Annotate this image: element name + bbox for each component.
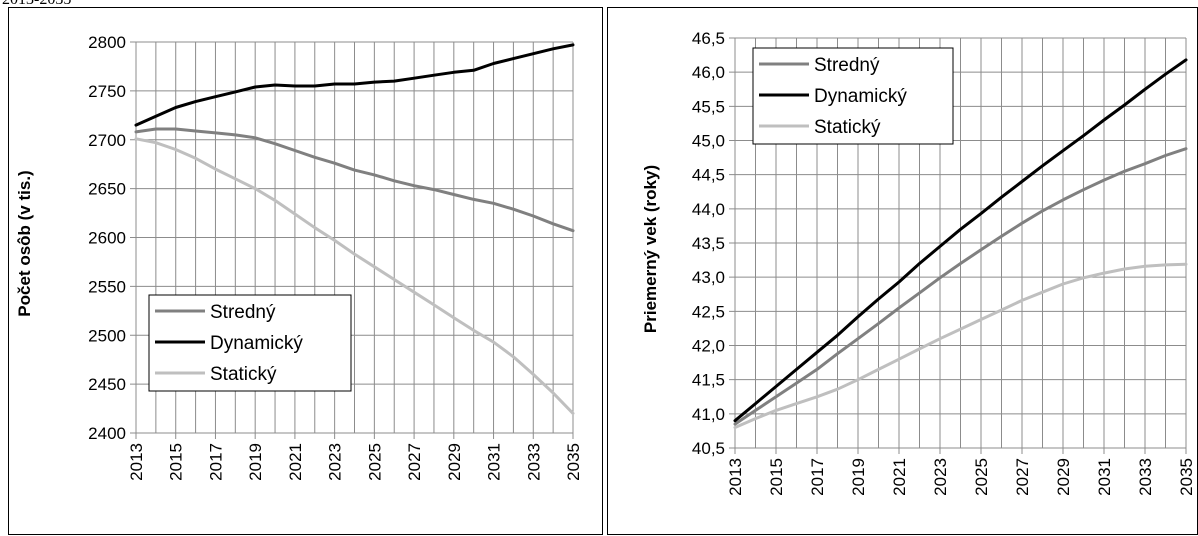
x-tick-label: 2031: [1095, 458, 1114, 496]
y-axis-title: Priemerný vek (roky): [641, 165, 660, 333]
x-tick-label: 2019: [849, 458, 868, 496]
x-tick-label: 2017: [808, 458, 827, 496]
x-tick-label: 2023: [326, 443, 345, 481]
y-tick-label: 2700: [88, 131, 126, 150]
x-tick-label: 2025: [365, 443, 384, 481]
legend: Stredný Dynamický Statický: [148, 294, 352, 392]
average-age-chart: 40,5 41,0 41,5 42,0 42,5 43,0 43,5 44,0 44,5 45,0…: [641, 29, 1196, 496]
y-tick-label: 42,0: [692, 337, 725, 356]
y-tick-label: 46,0: [692, 63, 725, 82]
x-tick-label: 2013: [726, 458, 745, 496]
x-tick-label: 2029: [445, 443, 464, 481]
y-tick-label: 2650: [88, 180, 126, 199]
x-tick-label: 2023: [931, 458, 950, 496]
x-tick-label: 2017: [206, 443, 225, 481]
y-tick-label: 2750: [88, 82, 126, 101]
x-tick-label: 2031: [485, 443, 504, 481]
x-tick-label: 2035: [1177, 458, 1196, 496]
y-tick-label: 45,5: [692, 97, 725, 116]
x-tick-label: 2035: [564, 443, 583, 481]
y-tick-label: 41,5: [692, 371, 725, 390]
y-tick-label: 44,5: [692, 166, 725, 185]
legend: Stredný Dynamický Statický: [752, 47, 954, 145]
y-tick-label: 42,5: [692, 302, 725, 321]
y-tick-label: 2400: [88, 424, 126, 443]
legend-label: Dynamický: [814, 86, 907, 107]
legend-label: Stredný: [210, 302, 276, 323]
y-tick-label: 2450: [88, 375, 126, 394]
y-axis-title: Počet osôb (v tis.): [15, 170, 34, 316]
grid: [729, 37, 1187, 454]
x-tick-label: 2021: [890, 458, 909, 496]
x-tick-label: 2015: [767, 458, 786, 496]
y-tick-label: 43,5: [692, 234, 725, 253]
y-tick-label: 45,0: [692, 132, 725, 151]
x-tick-label: 2013: [127, 443, 146, 481]
population-chart: 2400 2450 2500 2550 2600 2650 2700 2750 2800 2013…: [15, 33, 583, 481]
x-tick-label: 2027: [405, 443, 424, 481]
figure-caption: 2013-2035: [2, 0, 71, 9]
y-tick-label: 44,0: [692, 200, 725, 219]
x-tick-label: 2025: [972, 458, 991, 496]
y-tick-label: 2500: [88, 326, 126, 345]
y-tick-label: 2600: [88, 229, 126, 248]
series-line-statický: [733, 262, 1188, 429]
y-tick-label: 43,0: [692, 268, 725, 287]
legend-label: Statický: [814, 117, 881, 138]
y-tick-label: 46,5: [692, 29, 725, 48]
series-line-stredný: [134, 127, 575, 233]
x-tick-label: 2019: [246, 443, 265, 481]
x-tick-label: 2021: [286, 443, 305, 481]
chart-panel-population: 2400 2450 2500 2550 2600 2650 2700 2750 2800 2013…: [8, 7, 603, 535]
legend-label: Statický: [210, 364, 277, 385]
x-tick-label: 2015: [167, 443, 186, 481]
y-tick-label: 41,0: [692, 405, 725, 424]
x-tick-label: 2033: [1136, 458, 1155, 496]
series-line-dynamický: [733, 58, 1188, 423]
x-tick-label: 2033: [524, 443, 543, 481]
y-tick-label: 40,5: [692, 439, 725, 458]
series-line-stredný: [733, 147, 1188, 426]
series-line-dynamický: [134, 43, 575, 127]
series-line-statický: [134, 137, 575, 415]
y-tick-label: 2800: [88, 33, 126, 52]
legend-label: Dynamický: [210, 333, 303, 354]
x-tick-label: 2027: [1013, 458, 1032, 496]
legend-label: Stredný: [814, 55, 880, 76]
x-tick-label: 2029: [1054, 458, 1073, 496]
y-tick-label: 2550: [88, 277, 126, 296]
chart-panel-average-age: 40,5 41,0 41,5 42,0 42,5 43,0 43,5 44,0 44,5 45,0…: [607, 7, 1198, 535]
